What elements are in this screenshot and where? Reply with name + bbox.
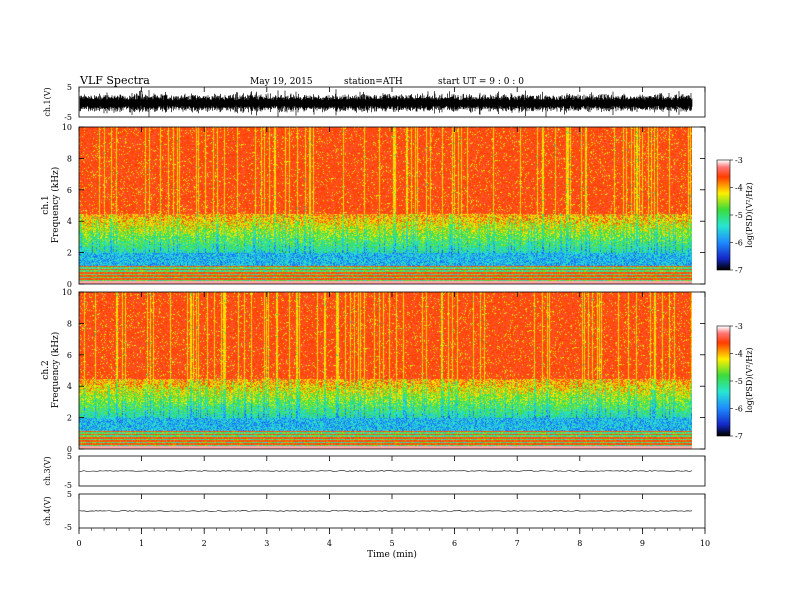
ch2-freq-ytick-label: 0: [67, 445, 72, 454]
ch1-cbar-tick-label: -4: [735, 184, 743, 193]
ch3-waveform-trace: [79, 470, 693, 472]
ch1-freq-ytick-label: 6: [67, 186, 72, 195]
station-label: station=ATH: [344, 77, 403, 87]
x-tick-label: 6: [452, 539, 457, 548]
x-tick-label: 7: [515, 539, 520, 548]
ch1-waveform-trace: [79, 89, 693, 117]
ch1-waveform-panel: 5 -5 ch.1(V): [43, 83, 706, 122]
date-label: May 19, 2015: [250, 77, 313, 87]
ch1-freq-ytick-label: 0: [67, 280, 72, 289]
ch2-colorbar: [717, 326, 730, 436]
x-tick-label: 3: [264, 539, 269, 548]
ch1-ytick-bottom: -5: [64, 113, 72, 122]
ch1-freq-ytick-label: 4: [67, 217, 72, 226]
ch2-freq-ytick-label: 10: [62, 288, 72, 297]
x-tick-label: 8: [577, 539, 582, 548]
ch1-colorbar-label: log(PSD)(V²/Hz): [745, 182, 754, 247]
ch3-waveform-ylabel: ch.3(V): [43, 456, 52, 485]
ch4-ytick-bottom: -5: [64, 523, 72, 532]
ch2-freq-ytick-label: 6: [67, 351, 72, 360]
ch4-waveform-panel: 5 -5 ch.4(V): [43, 490, 706, 532]
ch2-spectrogram-channel: ch.2: [41, 360, 51, 379]
start-time-label: start UT = 9 : 0 : 0: [438, 77, 524, 87]
ch3-ytick-top: 5: [67, 452, 72, 461]
ch4-waveform-trace: [79, 510, 693, 512]
ch1-spectrogram-channel: ch.1: [41, 195, 51, 214]
ch4-ytick-top: 5: [67, 490, 72, 499]
ch1-colorbar: [717, 160, 730, 270]
ch1-cbar-tick-label: -3: [735, 156, 743, 165]
ch3-ytick-bottom: -5: [64, 481, 72, 490]
ch1-ytick-top: 5: [67, 83, 72, 92]
ch2-cbar-tick-label: -5: [735, 377, 743, 386]
x-axis-label: Time (min): [367, 549, 417, 560]
ch2-spectrogram-ylabel: Frequency (kHz): [50, 332, 61, 409]
ch1-cbar-tick-label: -5: [735, 211, 743, 220]
ch2-cbar-tick-label: -4: [735, 350, 743, 359]
x-tick-label: 9: [640, 539, 645, 548]
ch2-cbar-tick-label: -3: [735, 322, 743, 331]
ch2-freq-ytick-label: 8: [67, 319, 72, 328]
ch1-freq-ytick-label: 10: [62, 123, 72, 132]
chart-title: VLF Spectra: [79, 74, 150, 87]
ch2-freq-ytick-label: 2: [67, 414, 72, 423]
ch3-waveform-panel: 5 -5 ch.3(V): [43, 452, 706, 490]
x-tick-label: 2: [202, 539, 207, 548]
ch2-freq-ytick-label: 4: [67, 382, 72, 391]
ch1-cbar-tick-label: -6: [735, 239, 743, 248]
x-tick-label: 10: [700, 539, 710, 548]
ch1-cbar-tick-label: -7: [735, 266, 743, 275]
ch4-waveform-ylabel: ch.4(V): [43, 496, 52, 525]
ch1-freq-ytick-label: 8: [67, 154, 72, 163]
x-tick-label: 0: [76, 539, 81, 548]
x-tick-label: 5: [389, 539, 394, 548]
ch1-spectrogram-ylabel: Frequency (kHz): [50, 167, 61, 244]
x-tick-label: 1: [139, 539, 144, 548]
ch1-spectrogram-image: [79, 127, 692, 284]
ch1-freq-ytick-label: 2: [67, 249, 72, 258]
ch2-spectrogram-image: [79, 292, 692, 449]
ch1-waveform-ylabel: ch.1(V): [43, 87, 52, 116]
ch2-cbar-tick-label: -7: [735, 432, 743, 441]
ch2-colorbar-label: log(PSD)(V²/Hz): [745, 347, 754, 412]
ch2-cbar-tick-label: -6: [735, 405, 743, 414]
x-tick-label: 4: [327, 539, 332, 548]
